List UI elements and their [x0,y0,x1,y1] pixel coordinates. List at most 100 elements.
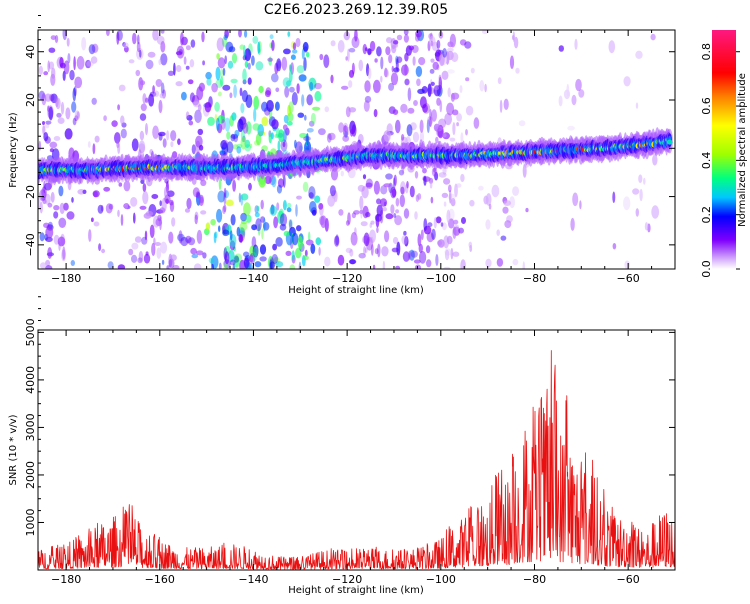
heatmap-noise-cell [185,111,190,119]
heatmap-noise-cell [413,100,418,106]
heatmap-noise-cell [252,244,259,258]
heatmap-noise-cell [400,186,405,195]
heatmap-noise-cell [395,197,400,207]
heatmap-noise-cell [38,90,45,101]
heatmap-noise-cell [210,218,216,226]
heatmap-noise-cell [438,172,447,178]
heatmap-noise-cell [571,94,577,106]
heatmap-noise-cell [439,53,447,66]
heatmap-noise-cell [170,254,177,261]
heatmap-noise-cell [114,132,121,144]
heatmap-noise-cell [351,212,357,219]
heatmap-noise-cell [342,135,350,142]
x-tick-label: −60 [617,272,640,285]
heatmap-noise-cell [271,39,275,52]
heatmap-noise-cell [254,140,260,146]
heatmap-noise-cell [161,259,165,265]
heatmap-noise-cell [216,117,220,131]
heatmap-noise-cell [71,101,77,113]
heatmap-noise-cell [644,222,649,231]
heatmap-noise-cell [194,109,202,124]
heatmap-noise-cell [652,154,658,166]
heatmap-noise-cell [376,198,382,205]
heatmap-noise-cell [367,67,372,80]
heatmap-noise-cell [39,232,45,242]
heatmap-noise-cell [284,86,290,98]
heatmap-noise-cell [522,261,526,269]
heatmap-noise-cell [149,224,155,238]
heatmap-noise-cell [74,110,80,121]
heatmap-noise-cell [315,237,322,246]
y-tick-label: 5000 [24,318,37,346]
heatmap-noise-cell [281,56,288,71]
heatmap-noise-cell [160,30,165,34]
heatmap-noise-cell [450,198,456,207]
heatmap-noise-cell [382,207,388,212]
heatmap-noise-cell [195,135,203,148]
heatmap-noise-cell [152,30,159,41]
heatmap-noise-cell [118,84,126,92]
heatmap-noise-cell [62,70,66,82]
heatmap-noise-cell [446,209,451,224]
heatmap-noise-cell [612,243,617,250]
heatmap-noise-cell [440,222,444,227]
heatmap-noise-cell [185,235,192,244]
heatmap-noise-cell [297,112,305,118]
heatmap-noise-cell [170,141,174,148]
heatmap-noise-cell [154,242,161,246]
heatmap-noise-cell [242,122,249,134]
heatmap-noise-cell [151,242,156,256]
heatmap-noise-cell [253,95,260,110]
heatmap-noise-cell [277,140,281,152]
heatmap-noise-cell [218,262,222,269]
heatmap-noise-cell [360,206,363,219]
heatmap-noise-cell [44,136,51,144]
heatmap-noise-cell [227,60,234,69]
heatmap-noise-cell [456,122,459,127]
heatmap-noise-cell [106,30,110,36]
heatmap-noise-cell [340,170,344,177]
heatmap-noise-cell [38,65,44,75]
heatmap-noise-cell [214,231,218,239]
heatmap-noise-cell [43,71,49,76]
heatmap-noise-cell [296,65,305,74]
heatmap-noise-cell [232,179,237,192]
heatmap-noise-cell [572,192,579,207]
heatmap-noise-cell [276,184,283,194]
heatmap-noise-cell [255,61,264,71]
heatmap-noise-cell [404,236,409,247]
heatmap-noise-cell [145,97,149,103]
heatmap-noise-cell [236,146,242,154]
heatmap-noise-cell [337,254,345,266]
heatmap-noise-cell [302,181,309,192]
heatmap-noise-cell [44,193,51,205]
heatmap-noise-cell [139,113,147,121]
colorbar-tick-label: 0.4 [700,152,713,170]
heatmap-noise-cell [159,93,166,99]
heatmap-noise-cell [288,101,294,114]
heatmap-noise-cell [103,186,111,192]
heatmap-noise-cell [435,136,439,144]
heatmap-noise-cell [268,132,272,144]
heatmap-noise-cell [259,244,267,255]
heatmap-noise-cell [465,77,470,82]
heatmap-noise-cell [558,45,564,52]
heatmap-noise-cell [87,141,91,148]
heatmap-noise-cell [72,87,77,102]
x-tick-label: −120 [332,573,362,586]
colorbar-tick-label: 0.2 [700,206,713,224]
heatmap-noise-cell [41,196,46,201]
heatmap-noise-cell [72,117,77,126]
heatmap-noise-cell [58,217,67,228]
heatmap-noise-cell [429,109,432,121]
colorbar-tick-label: 0.6 [700,97,713,115]
heatmap-noise-cell [101,248,106,254]
heatmap-noise-cell [518,120,526,127]
spectrogram-frame [37,29,676,270]
spectrogram-ticks: −180 −160 −140 −120 −100 −80 −60 −40 −20 0 20 40 [24,15,676,285]
heatmap-noise-cell [429,68,435,74]
heatmap-noise-cell [460,132,464,144]
heatmap-noise-cell [152,125,160,139]
heatmap-noise-cell [419,251,427,264]
heatmap-noise-cell [401,134,405,141]
